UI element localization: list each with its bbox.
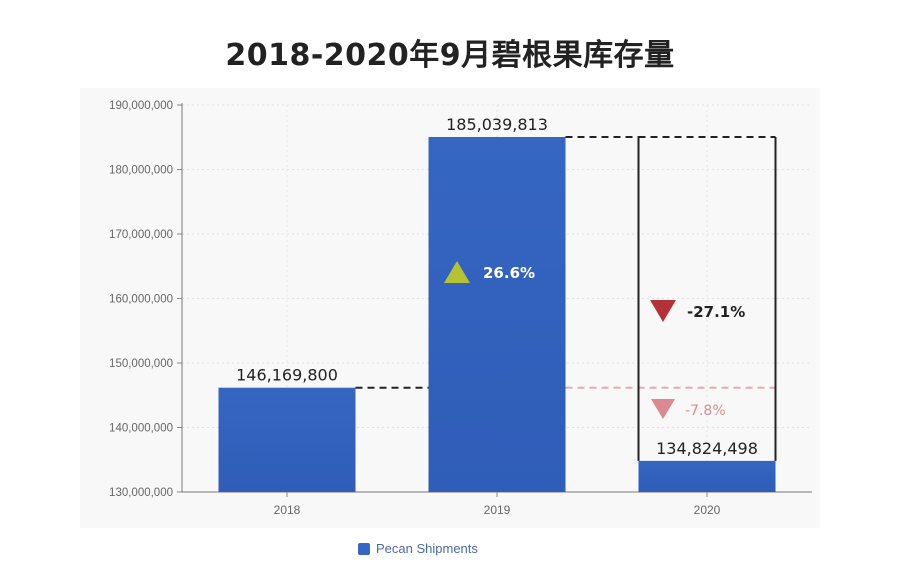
x-tick-label: 2018 (274, 503, 301, 517)
legend-swatch (358, 542, 370, 555)
legend-label: Pecan Shipments (376, 541, 478, 556)
y-tick-label: 170,000,000 (109, 229, 173, 241)
bar-2018 (218, 387, 356, 492)
x-tick-label: 2020 (694, 503, 721, 517)
bar-2019 (428, 136, 566, 492)
change-label-2019: 26.6% (483, 264, 535, 282)
y-tick-label: 130,000,000 (109, 487, 173, 499)
value-label-2019: 185,039,813 (446, 115, 548, 134)
y-tick-label: 160,000,000 (109, 294, 173, 306)
legend[interactable]: Pecan Shipments (358, 541, 478, 556)
x-tick-label: 2019 (484, 503, 511, 517)
triangle-down-icon (650, 300, 676, 322)
value-label-2018: 146,169,800 (236, 366, 338, 385)
bar-2020 (638, 460, 776, 492)
triangle-down-icon (651, 399, 675, 419)
y-tick-label: 190,000,000 (109, 100, 173, 112)
chart-title: 2018-2020年9月碧根果库存量 (225, 38, 675, 73)
y-tick-label: 180,000,000 (109, 165, 173, 177)
y-tick-label: 150,000,000 (109, 358, 173, 370)
change-label-2020-vs-2018: -7.8% (685, 403, 726, 419)
triangle-up-icon (444, 261, 470, 283)
value-label-2020: 134,824,498 (656, 439, 758, 458)
y-tick-label: 140,000,000 (109, 423, 173, 435)
change-label-2020: -27.1% (687, 303, 745, 321)
